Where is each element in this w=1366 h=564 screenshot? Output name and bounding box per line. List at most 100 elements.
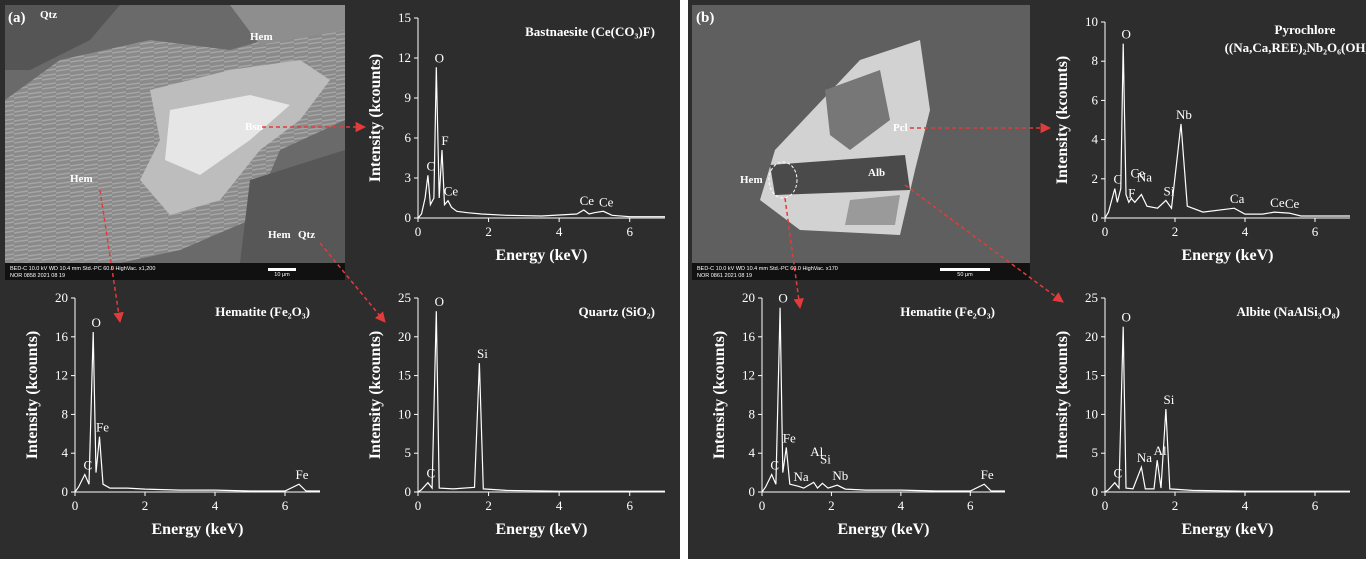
x-tick-label: 2 — [485, 224, 492, 239]
x-tick-label: 4 — [1242, 224, 1249, 239]
y-tick-label: 15 — [398, 10, 411, 25]
chart-title: Bastnaesite (Ce(CO₃)F) — [525, 24, 655, 39]
x-tick-label: 0 — [1102, 498, 1109, 513]
peak-label: F — [441, 133, 448, 148]
peak-label: O — [1122, 310, 1131, 325]
peak-label: Si — [820, 452, 831, 467]
peak-label: Ce — [599, 194, 614, 209]
y-axis-label: Intensity (kcounts) — [711, 331, 728, 459]
x-tick-label: 2 — [1172, 498, 1179, 513]
sem-image-b — [692, 5, 1030, 280]
y-tick-label: 20 — [1085, 329, 1098, 344]
peak-label: C — [1113, 172, 1122, 187]
image-info: BED-C 10.0 kV WD 10.4 mm Std.-PC 60.0 Hi… — [10, 266, 155, 272]
image-label: Pcl — [893, 122, 908, 134]
y-tick-label: 16 — [55, 329, 69, 344]
peak-label: Fe — [296, 467, 309, 482]
x-tick-label: 4 — [556, 224, 563, 239]
peak-label: O — [1122, 27, 1131, 42]
y-tick-label: 6 — [405, 130, 412, 145]
scale-label: 10 μm — [274, 272, 290, 278]
x-tick-label: 0 — [72, 498, 79, 513]
chart-title: Quartz (SiO₂) — [579, 304, 655, 319]
x-tick-label: 6 — [626, 224, 633, 239]
peak-label: Na — [1137, 450, 1152, 465]
y-tick-label: 0 — [405, 210, 412, 225]
y-axis-label: Intensity (kcounts) — [367, 331, 384, 459]
x-axis-label: Energy (keV) — [152, 521, 244, 538]
image-label: Hem — [70, 173, 93, 185]
y-tick-label: 20 — [55, 290, 68, 305]
x-axis-label: Energy (keV) — [1182, 521, 1274, 538]
y-tick-label: 9 — [405, 90, 412, 105]
image-label: Alb — [868, 167, 885, 179]
x-tick-label: 6 — [967, 498, 974, 513]
y-tick-label: 0 — [62, 484, 69, 499]
y-axis-label: Intensity (kcounts) — [1054, 56, 1071, 184]
y-axis-label: Intensity (kcounts) — [367, 54, 384, 182]
y-tick-label: 25 — [398, 290, 411, 305]
y-tick-label: 4 — [62, 445, 69, 460]
y-axis-label: Intensity (kcounts) — [24, 331, 41, 459]
image-info: NOR 0861 2021 08 19 — [697, 273, 752, 279]
peak-label: O — [435, 50, 444, 65]
image-label: Bsn — [245, 121, 263, 133]
peak-label: F — [1128, 185, 1135, 200]
chart-title: Pyrochlore — [1275, 22, 1336, 37]
y-tick-label: 6 — [1092, 92, 1099, 107]
peak-label: O — [92, 315, 101, 330]
image-label: Hem — [250, 31, 273, 43]
y-tick-label: 0 — [749, 484, 756, 499]
panel-label: (a) — [8, 10, 26, 26]
x-tick-label: 2 — [485, 498, 492, 513]
peak-label: C — [770, 458, 779, 473]
y-tick-label: 0 — [405, 484, 412, 499]
x-axis-label: Energy (keV) — [838, 521, 930, 538]
peak-label: Ce — [1270, 195, 1285, 210]
y-tick-label: 12 — [55, 368, 68, 383]
x-tick-label: 0 — [759, 498, 766, 513]
x-tick-label: 0 — [1102, 224, 1109, 239]
y-tick-label: 8 — [749, 406, 756, 421]
peak-label: C — [83, 458, 92, 473]
y-tick-label: 5 — [1092, 445, 1099, 460]
chart-title: Albite (NaAlSi₃O₈) — [1237, 304, 1341, 319]
peak-label: Fe — [783, 430, 796, 445]
y-tick-label: 12 — [398, 50, 411, 65]
peak-label: C — [427, 466, 436, 481]
y-tick-label: 10 — [1085, 406, 1098, 421]
peak-label: Si — [477, 346, 488, 361]
image-info: BED-C 10.0 kV WD 10.4 mm Std.-PC 60.0 Hi… — [697, 266, 838, 272]
peak-label: Nb — [832, 468, 848, 483]
peak-label: Ca — [1230, 191, 1245, 206]
peak-label: C — [427, 158, 436, 173]
x-tick-label: 2 — [828, 498, 835, 513]
y-tick-label: 12 — [742, 368, 755, 383]
peak-label: Ce — [1285, 196, 1300, 211]
y-tick-label: 10 — [398, 406, 411, 421]
image-label: Hem — [740, 174, 763, 186]
x-tick-label: 4 — [1242, 498, 1249, 513]
peak-label: Nb — [1176, 107, 1192, 122]
x-tick-label: 6 — [282, 498, 289, 513]
y-tick-label: 4 — [749, 445, 756, 460]
y-tick-label: 20 — [742, 290, 755, 305]
chart-title: Hematite (Fe₂O₃) — [215, 304, 310, 319]
image-info: NOR 0858 2021 08 19 — [10, 273, 65, 279]
y-tick-label: 0 — [1092, 210, 1099, 225]
chart-title: Hematite (Fe₂O₃) — [900, 304, 995, 319]
y-tick-label: 15 — [398, 368, 411, 383]
peak-label: O — [435, 294, 444, 309]
figure: (a)QtzHemBsnHemHemQtzBED-C 10.0 kV WD 10… — [0, 0, 1366, 559]
peak-label: Ce — [580, 193, 595, 208]
x-tick-label: 6 — [1312, 224, 1319, 239]
y-tick-label: 2 — [1092, 171, 1099, 186]
y-tick-label: 3 — [405, 170, 412, 185]
x-tick-label: 6 — [626, 498, 633, 513]
x-tick-label: 4 — [556, 498, 563, 513]
y-tick-label: 15 — [1085, 368, 1098, 383]
peak-label: Si — [1163, 392, 1174, 407]
peak-label: Ce — [444, 184, 459, 199]
peak-label: C — [1113, 466, 1122, 481]
panel-label: (b) — [696, 10, 714, 26]
